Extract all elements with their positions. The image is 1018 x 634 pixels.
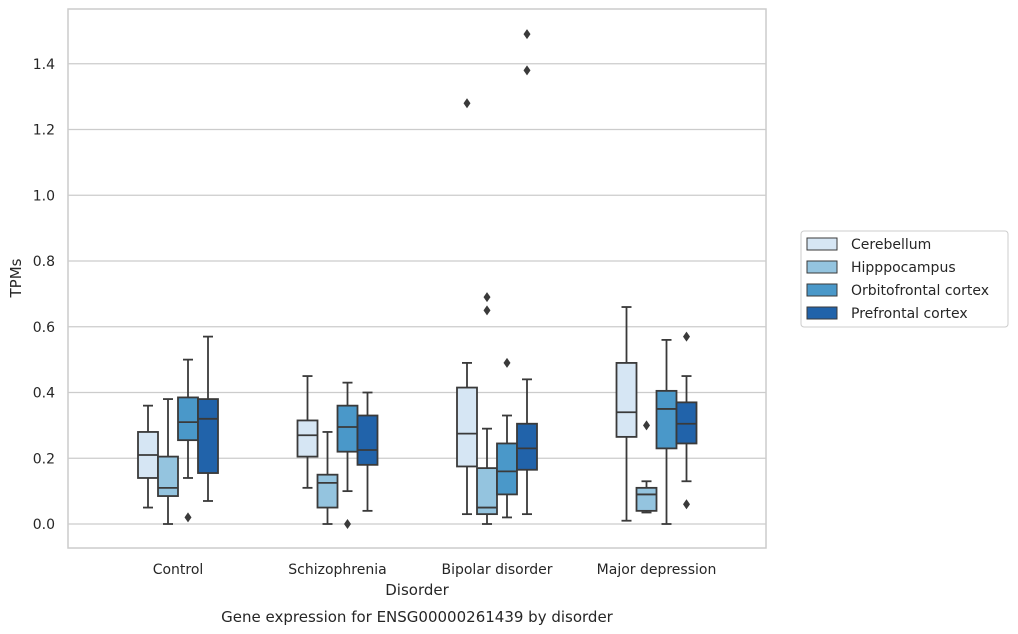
box-group bbox=[197, 335, 219, 502]
legend-label: Orbitofrontal cortex bbox=[851, 283, 989, 299]
box-group bbox=[316, 431, 339, 525]
x-axis-label: Disorder bbox=[385, 581, 449, 599]
x-tick-label: Bipolar disorder bbox=[441, 562, 552, 578]
box bbox=[655, 389, 678, 450]
plot-frame bbox=[67, 8, 767, 549]
box bbox=[177, 396, 199, 442]
outlier-point bbox=[503, 357, 511, 368]
box-group bbox=[496, 357, 518, 519]
y-tick-label: 0.6 bbox=[33, 320, 55, 336]
legend-swatch bbox=[806, 237, 838, 251]
legend-label: Prefrontal cortex bbox=[851, 306, 968, 322]
outlier-point bbox=[523, 29, 531, 40]
box-group bbox=[655, 338, 678, 525]
box-group bbox=[516, 29, 538, 516]
x-tick-label: Control bbox=[153, 562, 204, 578]
box-group bbox=[137, 404, 159, 509]
y-tick-label: 0.0 bbox=[33, 517, 55, 533]
legend-label: Cerebellum bbox=[851, 237, 931, 253]
y-tick-label: 0.4 bbox=[33, 386, 55, 402]
legend-swatch bbox=[806, 283, 838, 297]
chart-title: Gene expression for ENSG00000261439 by d… bbox=[221, 608, 614, 626]
legend: Cerebellum Hipppocampus Orbitofrontal cort… bbox=[800, 230, 1009, 328]
x-tick-label: Major depression bbox=[597, 562, 717, 578]
box bbox=[635, 486, 658, 512]
outlier-point bbox=[523, 65, 531, 76]
box-group bbox=[157, 398, 179, 525]
box bbox=[356, 414, 379, 466]
outlier-point bbox=[344, 519, 351, 529]
y-tick-label: 0.2 bbox=[33, 451, 55, 467]
legend-swatch bbox=[806, 306, 838, 320]
box-group bbox=[476, 292, 498, 525]
outlier-point bbox=[184, 512, 192, 523]
x-tick-labels: Control Schizophrenia Bipolar disorder Majo… bbox=[153, 562, 717, 578]
outlier-point bbox=[643, 420, 650, 431]
box-group bbox=[296, 375, 319, 489]
box bbox=[157, 455, 179, 497]
box bbox=[496, 442, 518, 496]
box bbox=[615, 362, 638, 438]
box-group bbox=[635, 420, 658, 514]
box-group bbox=[356, 391, 379, 512]
y-tick-label: 1.2 bbox=[33, 123, 55, 139]
y-tick-label: 1.0 bbox=[33, 188, 55, 204]
x-tick-label: Schizophrenia bbox=[288, 562, 386, 578]
box bbox=[516, 422, 538, 471]
y-tick-label: 0.8 bbox=[33, 254, 55, 270]
outlier-point bbox=[483, 305, 491, 316]
legend-label: Hipppocampus bbox=[851, 260, 956, 276]
outlier-point bbox=[683, 499, 690, 510]
box-group bbox=[456, 98, 478, 516]
box-group bbox=[615, 306, 638, 522]
box-group bbox=[177, 358, 199, 523]
legend-swatch bbox=[806, 260, 838, 274]
outlier-point bbox=[463, 98, 471, 109]
box-group bbox=[336, 381, 359, 529]
box bbox=[316, 473, 339, 509]
legend-frame bbox=[800, 230, 1009, 328]
y-axis-label: TPMs bbox=[7, 258, 25, 298]
gridlines bbox=[68, 63, 766, 525]
outlier-point bbox=[483, 292, 491, 303]
outlier-point bbox=[683, 331, 690, 342]
box-group bbox=[675, 331, 698, 510]
box bbox=[456, 386, 478, 468]
y-tick-labels: 0.0 0.2 0.4 0.6 0.8 1.0 1.2 1.4 bbox=[33, 57, 55, 533]
box bbox=[296, 419, 319, 458]
box bbox=[197, 398, 219, 474]
box-groups bbox=[137, 29, 698, 529]
y-tick-label: 1.4 bbox=[33, 57, 55, 73]
box bbox=[336, 404, 359, 453]
